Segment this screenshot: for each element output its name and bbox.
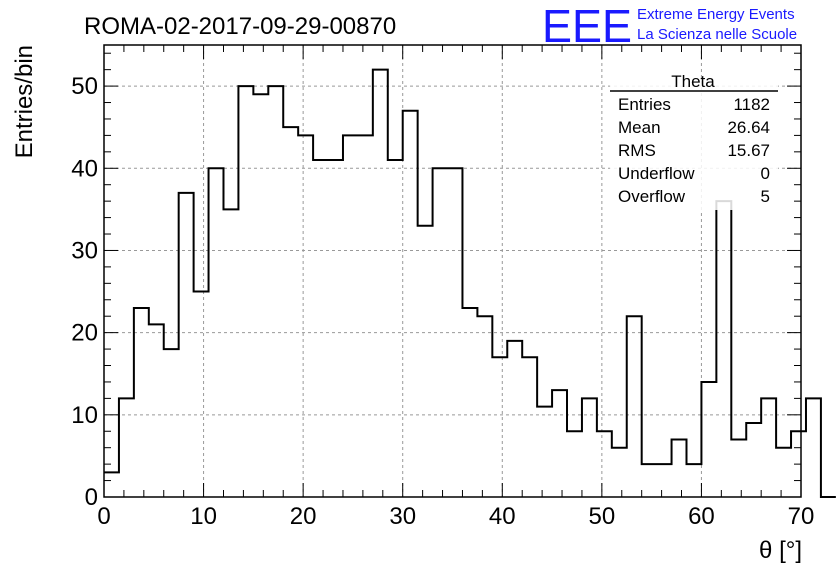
stats-row: Overflow 5	[618, 187, 770, 206]
y-tick-label: 40	[71, 155, 98, 182]
stats-label: RMS	[618, 141, 656, 160]
logo-line2: La Scienza nelle Scuole	[637, 26, 797, 43]
stats-row: Mean 26.64	[618, 118, 770, 137]
stats-value: 15.67	[727, 141, 770, 160]
x-tick-label: 40	[489, 503, 516, 530]
stats-value: 1182	[733, 95, 770, 114]
x-tick-label: 30	[389, 503, 416, 530]
stats-box: Theta Entries 1182 Mean 26.64 RMS 15.67 …	[610, 72, 778, 210]
y-tick-label: 50	[71, 73, 98, 100]
logo: EEE Extreme Energy Events La Scienza nel…	[542, 0, 797, 52]
y-axis-label: Entries/bin	[11, 45, 38, 158]
x-tick-label: 60	[688, 503, 715, 530]
logo-mark: EEE	[542, 0, 632, 52]
chart-title: ROMA-02-2017-09-29-00870	[84, 13, 396, 40]
stats-label: Mean	[618, 118, 661, 137]
stats-row: Entries 1182	[618, 95, 770, 114]
y-tick-labels: 0 10 20 30 40 50	[71, 73, 98, 511]
stats-label: Underflow	[618, 164, 695, 183]
stats-box-title: Theta	[671, 72, 715, 91]
y-tick-label: 0	[85, 484, 98, 511]
y-tick-label: 20	[71, 320, 98, 347]
logo-line1: Extreme Energy Events	[637, 6, 795, 23]
stats-label: Overflow	[618, 187, 686, 206]
x-axis-label: θ [°]	[759, 537, 802, 564]
stats-value: 5	[761, 187, 770, 206]
stats-row: Underflow 0	[618, 164, 770, 183]
x-tick-label: 20	[290, 503, 317, 530]
y-tick-label: 10	[71, 402, 98, 429]
y-tick-label: 30	[71, 237, 98, 264]
x-tick-label: 0	[97, 503, 110, 530]
stats-box-background	[610, 78, 778, 210]
plot-frame	[103, 44, 802, 498]
x-tick-labels: 0 10 20 30 40 50 60 70	[97, 503, 814, 530]
x-tick-label: 70	[788, 503, 815, 530]
histogram-line	[104, 68, 836, 498]
stats-label: Entries	[618, 95, 671, 114]
stats-value: 26.64	[727, 118, 770, 137]
x-tick-label: 10	[190, 503, 217, 530]
stats-value: 0	[761, 164, 770, 183]
x-tick-label: 50	[589, 503, 616, 530]
stats-row: RMS 15.67	[618, 141, 770, 160]
